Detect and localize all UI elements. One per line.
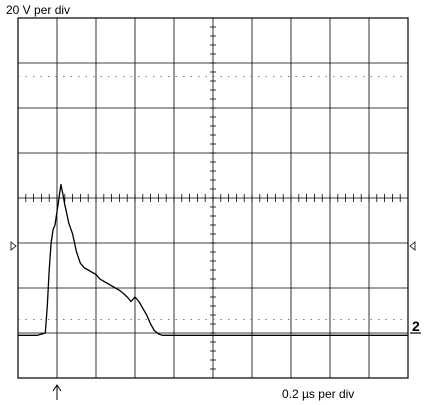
left-reference-marker — [10, 241, 17, 251]
reference-markers — [10, 241, 421, 400]
axis-ticks — [17, 17, 409, 379]
trigger-arrow-head — [52, 384, 62, 392]
vertical-scale-label: 20 V per div — [6, 3, 71, 17]
channel-marker-label: 2 — [412, 318, 420, 334]
horizontal-scale-label: 0.2 µs per div — [282, 387, 355, 401]
right-reference-marker — [409, 241, 416, 251]
signal-trace — [18, 183, 408, 336]
